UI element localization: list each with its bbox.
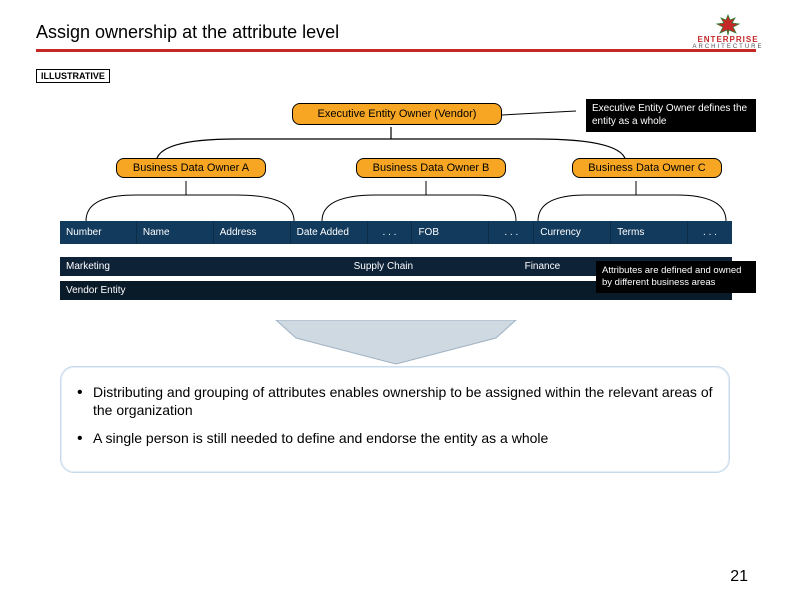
ownership-diagram: Executive Entity Owner (Vendor) Executiv… xyxy=(36,103,756,313)
attr-cell: . . . xyxy=(489,221,534,244)
down-arrow-icon xyxy=(236,320,556,366)
attr-cell: Terms xyxy=(611,221,688,244)
attr-cell: Currency xyxy=(534,221,611,244)
attr-cell: Address xyxy=(214,221,291,244)
page-title: Assign ownership at the attribute level xyxy=(36,22,756,43)
attr-cell: . . . xyxy=(688,221,732,244)
dept-supply-chain: Supply Chain xyxy=(348,257,519,276)
logo-text-1: ENTERPRISE xyxy=(688,36,768,44)
callout-attributes: Attributes are defined and owned by diff… xyxy=(596,261,756,293)
executive-owner-box: Executive Entity Owner (Vendor) xyxy=(292,103,502,125)
attr-cell: Number xyxy=(60,221,137,244)
dept-marketing: Marketing xyxy=(60,257,348,276)
business-data-owner-a: Business Data Owner A xyxy=(116,158,266,178)
illustrative-tag: ILLUSTRATIVE xyxy=(36,69,110,83)
attr-cell: FOB xyxy=(412,221,489,244)
bullet-item: A single person is still needed to defin… xyxy=(77,429,713,447)
summary-box: Distributing and grouping of attributes … xyxy=(60,366,730,473)
bullet-item: Distributing and grouping of attributes … xyxy=(77,383,713,419)
brand-logo: ENTERPRISE ARCHITECTURE xyxy=(688,14,768,56)
logo-text-2: ARCHITECTURE xyxy=(688,44,768,50)
maple-leaf-icon xyxy=(715,14,741,36)
title-underline xyxy=(36,49,756,52)
attribute-row: Number Name Address Date Added . . . FOB… xyxy=(60,221,732,244)
attr-cell: . . . xyxy=(368,221,413,244)
attr-cell: Name xyxy=(137,221,214,244)
attr-cell: Date Added xyxy=(291,221,368,244)
business-data-owner-c: Business Data Owner C xyxy=(572,158,722,178)
callout-exec-owner: Executive Entity Owner defines the entit… xyxy=(586,99,756,132)
business-data-owner-b: Business Data Owner B xyxy=(356,158,506,178)
page-number: 21 xyxy=(730,568,748,586)
